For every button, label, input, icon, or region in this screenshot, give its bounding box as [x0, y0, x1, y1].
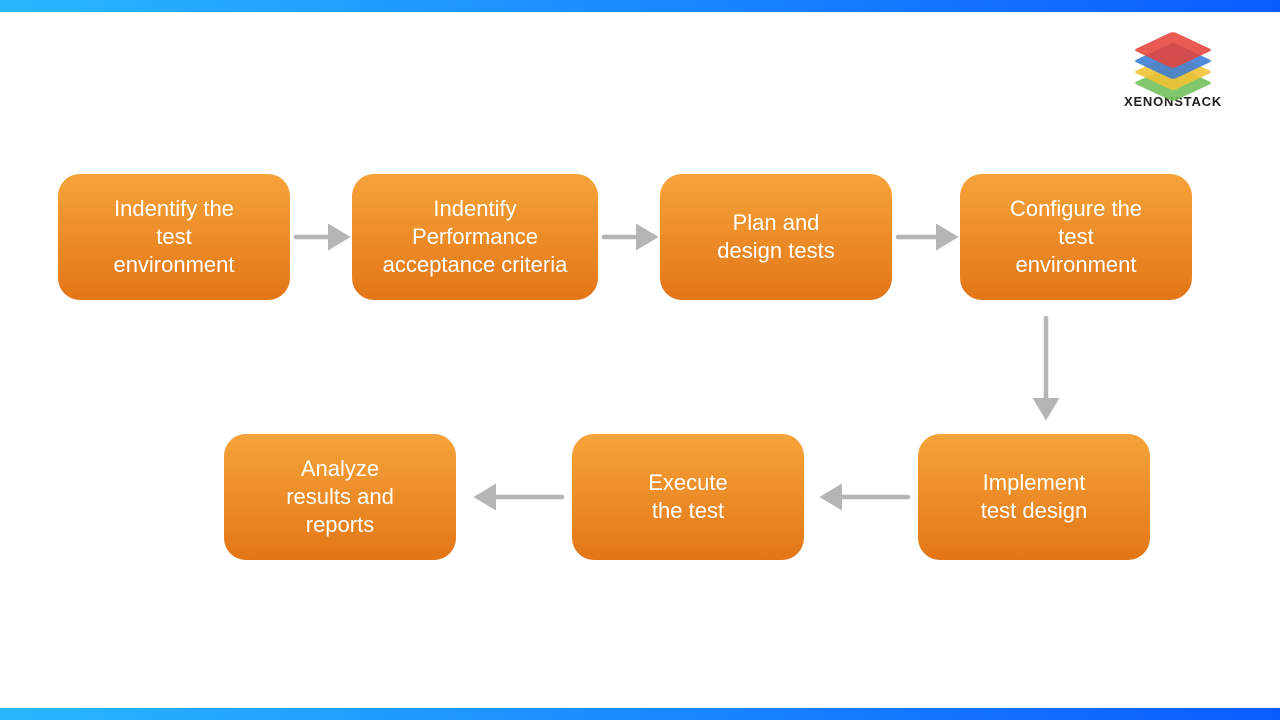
- flow-node-n4: Configure thetestenvironment: [960, 174, 1192, 300]
- flow-node-n5: Implementtest design: [918, 434, 1150, 560]
- flow-node-n3: Plan anddesign tests: [660, 174, 892, 300]
- flow-node-n7: Analyzeresults andreports: [224, 434, 456, 560]
- flow-node-n2: IndentifyPerformanceacceptance criteria: [352, 174, 598, 300]
- flowchart-canvas: Indentify thetestenvironment IndentifyPer…: [0, 0, 1280, 720]
- flow-node-n1: Indentify thetestenvironment: [58, 174, 290, 300]
- arrows-layer: [0, 0, 1280, 720]
- flow-node-n6: Executethe test: [572, 434, 804, 560]
